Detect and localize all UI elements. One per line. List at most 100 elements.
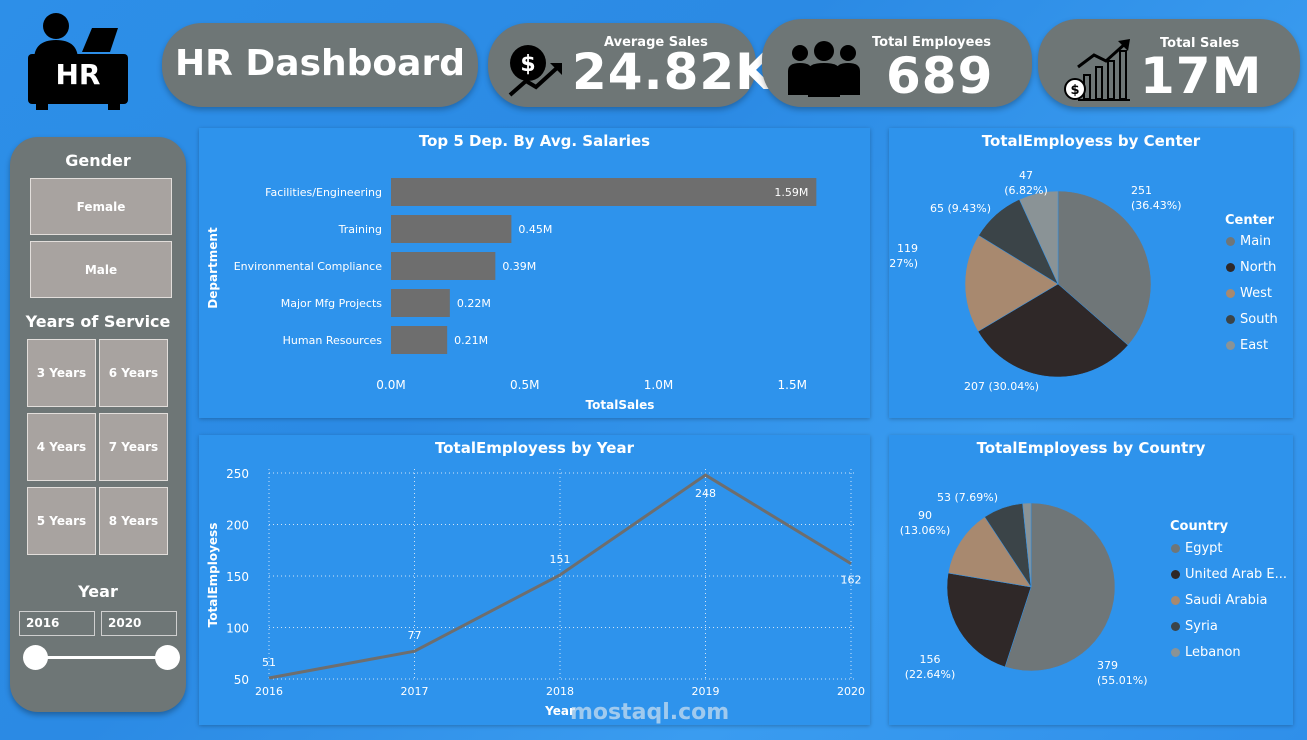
year-line-chart: 50 100 150 200 250 2016 2017 2018 2019 2020 51 77 15… — [206, 467, 865, 718]
legend-label: West — [1240, 286, 1272, 301]
x-tick-label: 0.0M — [376, 378, 405, 392]
year-slider-handle-end[interactable] — [155, 645, 180, 670]
legend-item[interactable]: North — [1226, 260, 1276, 275]
years-of-service-heading: Years of Service — [25, 312, 171, 331]
legend-item[interactable]: Syria — [1171, 619, 1218, 634]
pie-slice — [1057, 190, 1152, 346]
legend-marker — [1226, 237, 1235, 246]
y-tick-label: 100 — [226, 622, 249, 636]
bar — [391, 252, 496, 280]
year-from-input[interactable]: 2016 — [19, 611, 95, 636]
bar-category-label: Training — [338, 223, 382, 236]
bar-data-label: 0.39M — [502, 260, 536, 273]
legend-item[interactable]: United Arab E... — [1171, 567, 1287, 582]
y-tick-label: 250 — [226, 467, 249, 481]
bar-data-label: 0.21M — [454, 334, 488, 347]
kpi-total-employees-value: 689 — [886, 47, 994, 105]
x-tick-label: 2017 — [401, 685, 429, 698]
pie-data-label: (22.64%) — [905, 668, 956, 681]
pie-data-label: 379 — [1097, 659, 1118, 672]
years-4-button[interactable]: 4 Years — [27, 413, 96, 481]
years-8-button[interactable]: 8 Years — [99, 487, 168, 555]
years-5-button[interactable]: 5 Years — [27, 487, 96, 555]
x-tick-label: 1.0M — [644, 378, 673, 392]
year-slider-handle-start[interactable] — [23, 645, 48, 670]
dept-salaries-panel: Top 5 Dep. By Avg. Salaries Facilities/E… — [199, 128, 870, 418]
legend-marker — [1226, 315, 1235, 324]
legend-item[interactable]: West — [1226, 286, 1272, 301]
pie-data-label: 65 (9.43%) — [930, 202, 991, 215]
bar-growth-icon: $ — [1064, 39, 1130, 101]
pie-slice — [1004, 502, 1116, 672]
pie-data-label: (13.06%) — [900, 524, 951, 537]
legend-marker — [1171, 596, 1180, 605]
legend-item[interactable]: South — [1226, 312, 1278, 327]
legend-label: Main — [1240, 234, 1272, 249]
series-line — [268, 473, 852, 680]
pie-slice — [964, 235, 1059, 332]
years-6-button[interactable]: 6 Years — [99, 339, 168, 407]
x-tick-label: 0.5M — [510, 378, 539, 392]
country-pie-panel: TotalEmployess by Country 379 (55.01%) 156… — [889, 435, 1293, 725]
pie-slice — [977, 283, 1129, 378]
years-7-button[interactable]: 7 Years — [99, 413, 168, 481]
dollar-growth-icon: $ — [508, 45, 562, 97]
dept-salaries-chart: Facilities/Engineering 1.59M Training 0.45M… — [206, 178, 817, 412]
country-pie-title: TotalEmployess by Country — [976, 439, 1206, 457]
x-tick-label: 1.5M — [778, 378, 807, 392]
kpi-average-sales-value: 24.82K — [572, 43, 775, 101]
pie-slice — [1019, 190, 1059, 285]
kpi-total-sales-title: Total Sales — [1160, 36, 1240, 51]
legend-label: United Arab E... — [1185, 567, 1288, 582]
legend-item[interactable]: Saudi Arabia — [1171, 593, 1268, 608]
legend-label: Egypt — [1185, 541, 1223, 556]
legend-marker — [1226, 341, 1235, 350]
center-pie-chart: 251 (36.43%) 207 (30.04%) 119 (17.27%) 65 (9.… — [889, 169, 1182, 393]
center-pie-panel: TotalEmployess by Center 251 (36.43%) 207 … — [889, 128, 1293, 418]
x-axis-title: Year — [544, 704, 575, 718]
years-3-button[interactable]: 3 Years — [27, 339, 96, 407]
y-axis-title: TotalEmployess — [206, 523, 220, 628]
bar — [391, 289, 450, 317]
bar-data-label: 1.59M — [774, 186, 808, 199]
legend-marker — [1226, 263, 1235, 272]
bar-category-label: Major Mfg Projects — [281, 297, 383, 310]
pie-data-label: 156 — [920, 653, 941, 666]
legend-label: East — [1240, 338, 1269, 353]
year-line-title: TotalEmployess by Year — [435, 439, 634, 457]
x-tick-label: 2018 — [546, 685, 574, 698]
y-tick-label: 150 — [226, 570, 249, 584]
center-pie-title: TotalEmployess by Center — [981, 132, 1201, 150]
legend-marker — [1171, 544, 1180, 553]
year-slider-track — [34, 656, 168, 659]
bar-category-label: Environmental Compliance — [234, 260, 383, 273]
pie-slice — [946, 572, 1032, 668]
pie-data-label: (55.01%) — [1097, 674, 1148, 687]
pie-data-label: 251 — [1131, 184, 1152, 197]
kpi-total-employees-title: Total Employees — [872, 35, 992, 50]
x-tick-label: 2019 — [692, 685, 720, 698]
legend-item[interactable]: Egypt — [1171, 541, 1223, 556]
legend-marker — [1171, 622, 1180, 631]
year-to-input[interactable]: 2020 — [101, 611, 177, 636]
hr-logo: HR — [24, 8, 134, 112]
person-head-icon — [43, 13, 69, 39]
kpi-total-employees: Total Employees 689 — [762, 19, 1032, 107]
legend-marker — [1171, 570, 1180, 579]
bar-data-label: 0.22M — [457, 297, 491, 310]
pie-data-label: 90 — [918, 509, 932, 522]
legend-label: Syria — [1185, 619, 1218, 634]
gender-female-button[interactable]: Female — [30, 178, 172, 235]
legend-item[interactable]: Main — [1226, 234, 1271, 249]
gender-male-button[interactable]: Male — [30, 241, 172, 298]
laptop-icon — [82, 28, 118, 52]
pie-data-label: 119 — [897, 242, 918, 255]
svg-text:$: $ — [1070, 83, 1079, 98]
legend-item[interactable]: East — [1226, 338, 1268, 353]
legend-item[interactable]: Lebanon — [1171, 645, 1241, 660]
kpi-total-sales: $ Total Sales 17M — [1038, 19, 1300, 107]
y-tick-label: 50 — [234, 673, 249, 687]
country-legend-title: Country — [1170, 519, 1229, 534]
year-heading: Year — [78, 582, 118, 601]
line-data-label: 248 — [695, 487, 716, 500]
